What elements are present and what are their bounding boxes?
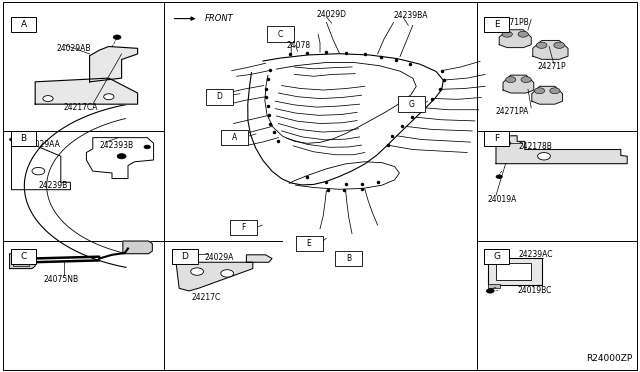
Text: 24029AB: 24029AB xyxy=(56,44,91,53)
Polygon shape xyxy=(532,86,563,104)
FancyBboxPatch shape xyxy=(221,130,248,145)
Polygon shape xyxy=(10,254,35,269)
Circle shape xyxy=(43,96,53,102)
Text: 24019BC: 24019BC xyxy=(517,286,552,295)
Text: 24271PB: 24271PB xyxy=(496,18,530,27)
Text: B: B xyxy=(20,134,27,143)
Circle shape xyxy=(10,138,16,141)
Text: C: C xyxy=(278,30,283,39)
FancyBboxPatch shape xyxy=(172,249,198,264)
FancyBboxPatch shape xyxy=(11,17,36,32)
Circle shape xyxy=(117,154,126,159)
Bar xyxy=(13,257,29,266)
Text: 24271PA: 24271PA xyxy=(496,107,529,116)
Polygon shape xyxy=(503,75,534,93)
FancyBboxPatch shape xyxy=(484,17,509,32)
Circle shape xyxy=(538,153,550,160)
Circle shape xyxy=(221,270,234,277)
Text: 242178B: 242178B xyxy=(518,142,552,151)
Polygon shape xyxy=(499,30,531,48)
Polygon shape xyxy=(532,41,568,59)
FancyBboxPatch shape xyxy=(484,131,509,146)
Text: 24019A: 24019A xyxy=(488,195,517,203)
FancyBboxPatch shape xyxy=(398,96,425,112)
Bar xyxy=(496,263,531,280)
Circle shape xyxy=(496,175,502,179)
Text: E: E xyxy=(307,239,312,248)
Circle shape xyxy=(521,77,531,83)
Circle shape xyxy=(144,145,150,149)
Text: D: D xyxy=(182,252,188,261)
Text: R24000ZP: R24000ZP xyxy=(586,354,632,363)
Text: A: A xyxy=(20,20,27,29)
FancyBboxPatch shape xyxy=(11,249,36,264)
Circle shape xyxy=(179,255,186,260)
Text: E: E xyxy=(494,20,499,29)
Circle shape xyxy=(550,88,560,94)
Text: F: F xyxy=(494,134,499,143)
Circle shape xyxy=(500,140,511,146)
Text: 24271P: 24271P xyxy=(538,62,566,71)
Text: C: C xyxy=(20,252,27,261)
Text: 24239BA: 24239BA xyxy=(394,11,428,20)
Circle shape xyxy=(191,268,204,275)
Text: 24078: 24078 xyxy=(286,41,310,50)
Text: 24239B: 24239B xyxy=(38,182,68,190)
Polygon shape xyxy=(90,46,138,82)
Circle shape xyxy=(536,42,547,48)
Circle shape xyxy=(486,289,494,293)
Text: F: F xyxy=(241,223,245,232)
Text: D: D xyxy=(216,92,223,101)
Text: A: A xyxy=(232,133,237,142)
Polygon shape xyxy=(35,78,138,104)
Circle shape xyxy=(554,42,564,48)
Text: FRONT: FRONT xyxy=(205,14,234,23)
Text: 24217CA: 24217CA xyxy=(64,103,99,112)
FancyBboxPatch shape xyxy=(335,251,362,266)
Circle shape xyxy=(104,94,114,100)
Circle shape xyxy=(32,167,45,175)
Circle shape xyxy=(506,77,516,83)
Text: 24239AC: 24239AC xyxy=(518,250,553,259)
Text: G: G xyxy=(408,100,415,109)
Text: 24217C: 24217C xyxy=(192,293,221,302)
FancyBboxPatch shape xyxy=(267,26,294,42)
Bar xyxy=(488,284,500,288)
Text: 242393B: 242393B xyxy=(99,141,133,150)
Polygon shape xyxy=(176,255,272,291)
Text: 24029AA: 24029AA xyxy=(26,140,60,149)
Text: G: G xyxy=(493,252,500,261)
Polygon shape xyxy=(496,136,627,164)
FancyBboxPatch shape xyxy=(11,131,36,146)
Text: B: B xyxy=(346,254,351,263)
FancyBboxPatch shape xyxy=(296,236,323,251)
Text: 24029D: 24029D xyxy=(317,10,347,19)
Text: 24075NB: 24075NB xyxy=(44,275,79,284)
FancyBboxPatch shape xyxy=(230,220,257,235)
Circle shape xyxy=(502,31,513,37)
Text: 24029A: 24029A xyxy=(205,253,234,262)
FancyBboxPatch shape xyxy=(206,89,233,105)
FancyBboxPatch shape xyxy=(484,249,509,264)
Circle shape xyxy=(518,31,529,37)
Circle shape xyxy=(534,88,545,94)
Circle shape xyxy=(113,35,121,39)
Polygon shape xyxy=(123,241,152,254)
Bar xyxy=(488,258,542,285)
